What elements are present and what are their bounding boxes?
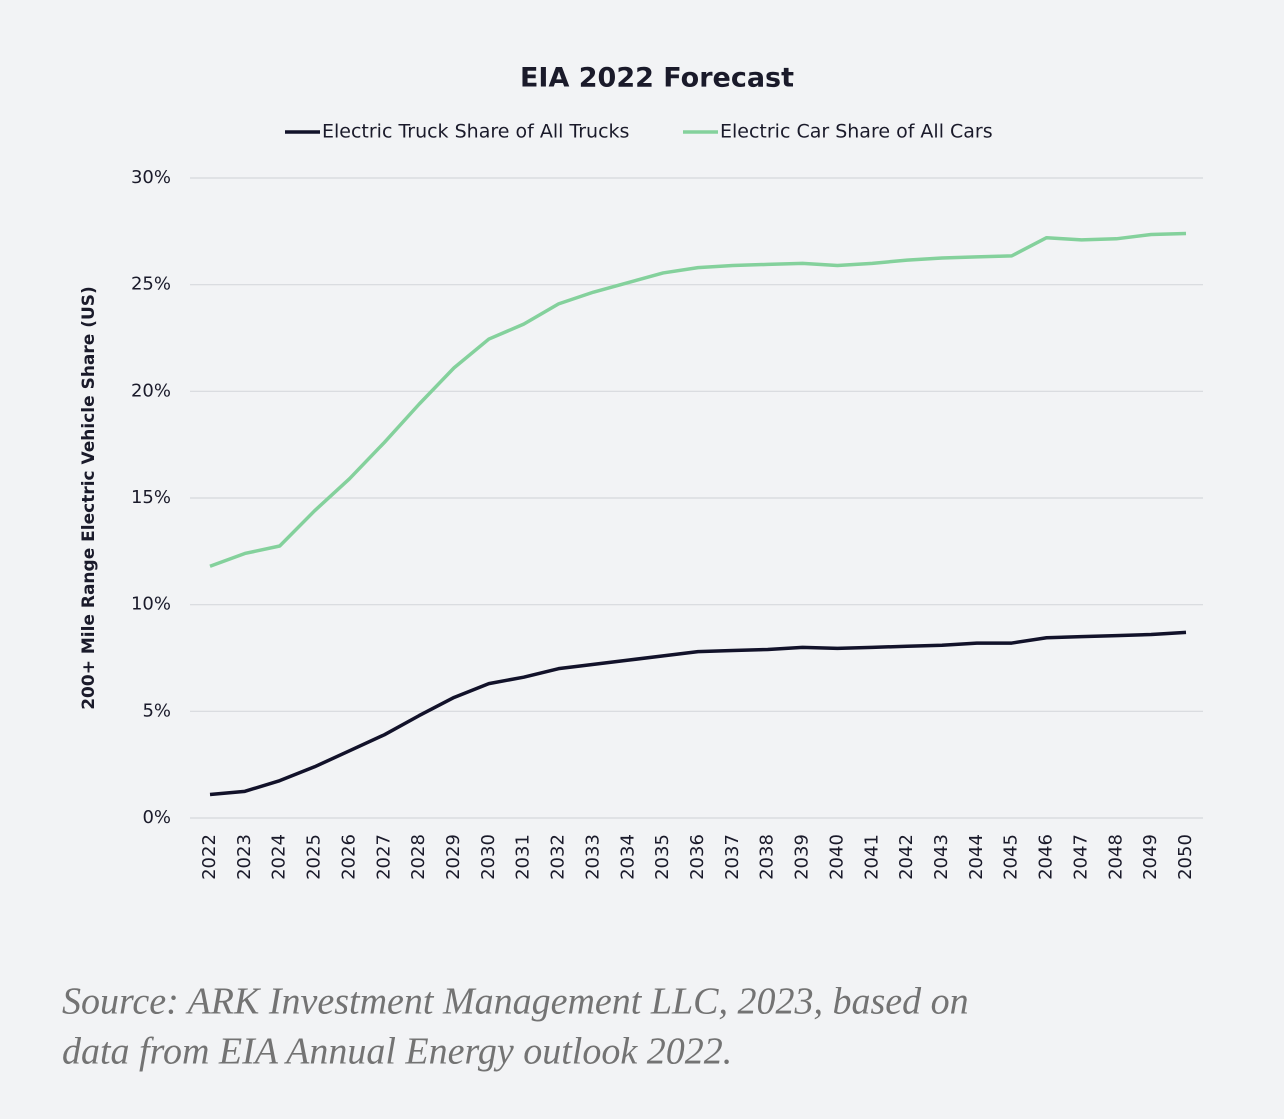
x-tick-label: 2046 [1036,834,1057,880]
x-tick-label: 2048 [1105,834,1126,880]
x-tick-label: 2027 [373,834,394,880]
y-tick-label: 30% [131,167,171,188]
source-note: data from EIA Annual Energy outlook 2022… [62,1031,732,1073]
x-tick-label: 2023 [234,834,255,880]
x-tick-label: 2037 [722,834,743,880]
y-axis-label: 200+ Mile Range Electric Vehicle Share (… [79,286,99,710]
x-tick-label: 2050 [1175,834,1196,880]
x-tick-label: 2039 [792,834,813,880]
x-tick-label: 2028 [408,834,429,880]
chart-title: EIA 2022 Forecast [520,63,794,94]
x-tick-label: 2022 [199,834,220,880]
x-tick-label: 2030 [478,834,499,880]
x-tick-label: 2033 [582,834,603,880]
y-tick-label: 5% [142,700,171,721]
x-tick-label: 2029 [443,834,464,880]
x-tick-label: 2035 [652,834,673,880]
data-line [209,231,1187,568]
x-tick-label: 2047 [1070,834,1091,880]
legend-label: Electric Car Share of All Cars [720,121,993,143]
x-tick-label: 2036 [687,834,708,880]
y-tick-label: 0% [142,807,171,828]
x-tick-label: 2045 [1001,834,1022,880]
x-tick-label: 2026 [338,834,359,880]
x-tick-label: 2024 [269,834,290,880]
x-tick-label: 2049 [1140,834,1161,880]
x-tick-label: 2031 [513,834,534,880]
x-tick-label: 2038 [757,834,778,880]
x-tick-label: 2034 [617,834,638,880]
data-line [209,630,1187,797]
x-tick-label: 2043 [931,834,952,880]
x-tick-label: 2044 [966,834,987,880]
y-tick-label: 15% [131,487,171,508]
x-tick-label: 2040 [826,834,847,880]
x-tick-label: 2032 [548,834,569,880]
x-tick-label: 2041 [861,834,882,880]
source-note: Source: ARK Investment Management LLC, 2… [62,981,969,1023]
y-tick-label: 20% [131,380,171,401]
legend-label: Electric Truck Share of All Trucks [322,121,629,143]
x-tick-label: 2042 [896,834,917,880]
y-tick-label: 10% [131,594,171,615]
x-tick-label: 2025 [304,834,325,880]
y-tick-label: 25% [131,274,171,295]
